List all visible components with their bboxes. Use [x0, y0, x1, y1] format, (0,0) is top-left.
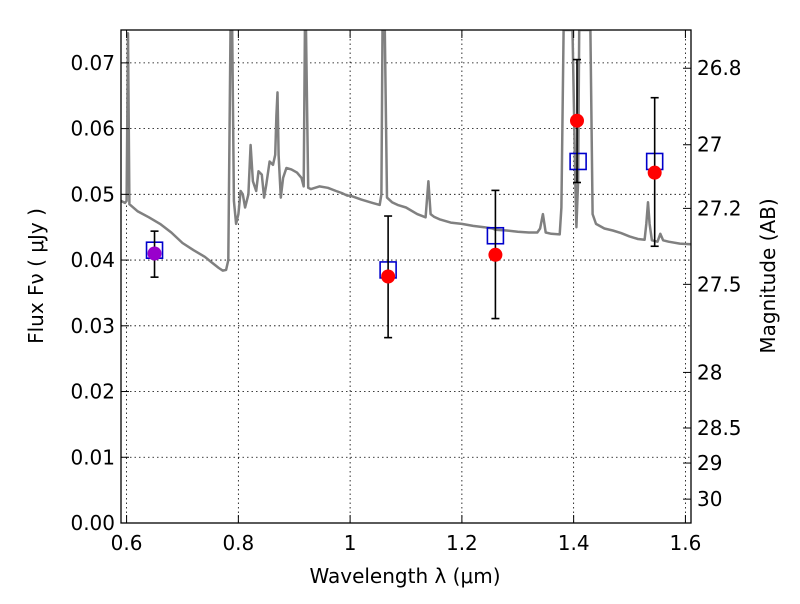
model-spectrum-line: [121, 30, 691, 272]
x-tick-label: 0.6: [111, 531, 143, 555]
x-tick-label: 0.8: [222, 531, 254, 555]
mag-tick-label: 27.5: [697, 272, 742, 296]
mag-tick-label: 26.8: [697, 56, 742, 80]
plot-frame: [120, 29, 692, 524]
mag-tick-label: 28.5: [697, 416, 742, 440]
y-tick-label: 0.04: [70, 248, 115, 272]
model-flux-square: [569, 152, 587, 171]
observed-flux-point: [381, 269, 396, 284]
observed-flux-point: [570, 113, 584, 128]
y-tick-label: 0.05: [70, 182, 115, 206]
y-tick-label: 0.06: [70, 117, 115, 141]
y-tick-label: 0.03: [70, 314, 115, 338]
mag-tick-label: 27.2: [697, 196, 742, 220]
x-tick-label: 1.2: [446, 531, 478, 555]
observed-flux-point: [647, 165, 662, 180]
mag-tick-label: 30: [697, 487, 722, 511]
x-tick-label: 1: [344, 531, 357, 555]
axis-ticks: 0.6 0.8 1 1.2 1.4 1.6 0.00 0.01 0.02 0.03 0.04 0.05…: [70, 30, 742, 555]
observed-flux-point: [488, 247, 503, 262]
mag-tick-label: 27: [697, 133, 722, 157]
x-tick-label: 1.4: [558, 531, 590, 555]
mag-tick-label: 28: [697, 360, 722, 384]
mag-tick-label: 29: [697, 451, 722, 475]
y-tick-label: 0.01: [70, 445, 115, 469]
y-tick-label: 0.00: [70, 511, 115, 535]
x-axis-label: Wavelength λ (μm): [309, 564, 500, 588]
x-tick-label: 1.6: [670, 531, 702, 555]
observed-flux-point: [147, 246, 162, 261]
y-axis-label: Flux Fν ( μJy ): [24, 208, 48, 344]
y-tick-label: 0.07: [70, 51, 115, 75]
right-y-axis-label: Magnitude (AB): [756, 198, 780, 353]
plot-area: [121, 30, 691, 339]
y-tick-label: 0.02: [70, 380, 115, 404]
